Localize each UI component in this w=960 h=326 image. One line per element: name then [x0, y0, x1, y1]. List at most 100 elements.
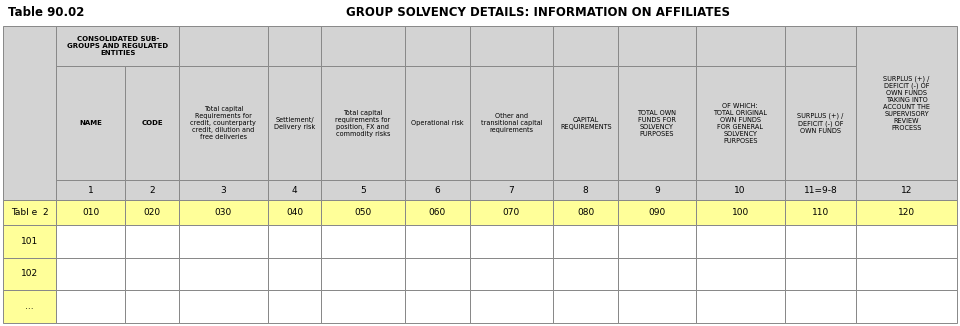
- Bar: [322, 290, 404, 323]
- Text: 070: 070: [503, 208, 520, 217]
- Text: 7: 7: [509, 185, 515, 195]
- Bar: [553, 200, 618, 225]
- Bar: [126, 225, 179, 258]
- Bar: [618, 26, 696, 66]
- Bar: [469, 66, 553, 180]
- Text: SURPLUS (+) /
DEFICIT (-) OF
OWN FUNDS
TAKING INTO
ACCOUNT THE
SUPERVISORY
REVIE: SURPLUS (+) / DEFICIT (-) OF OWN FUNDS T…: [883, 75, 930, 131]
- Bar: [268, 66, 322, 180]
- Bar: [784, 225, 856, 258]
- Bar: [126, 66, 179, 180]
- Bar: [126, 258, 179, 290]
- Bar: [469, 258, 553, 290]
- Bar: [404, 258, 469, 290]
- Bar: [57, 200, 126, 225]
- Bar: [268, 200, 322, 225]
- Bar: [404, 225, 469, 258]
- Bar: [618, 258, 696, 290]
- Text: CAPITAL
REQUIREMENTS: CAPITAL REQUIREMENTS: [560, 117, 612, 130]
- Bar: [268, 290, 322, 323]
- Text: 010: 010: [83, 208, 100, 217]
- Text: CONSOLIDATED SUB-
GROUPS AND REGULATED
ENTITIES: CONSOLIDATED SUB- GROUPS AND REGULATED E…: [67, 36, 168, 56]
- Bar: [696, 66, 784, 180]
- Bar: [784, 258, 856, 290]
- Bar: [553, 66, 618, 180]
- Bar: [784, 66, 856, 180]
- Text: Other and
transitional capital
requirements: Other and transitional capital requireme…: [481, 113, 542, 133]
- Text: 9: 9: [654, 185, 660, 195]
- Text: ...: ...: [25, 302, 34, 311]
- Bar: [57, 66, 126, 180]
- Text: 080: 080: [577, 208, 594, 217]
- Text: Table 90.02: Table 90.02: [8, 6, 84, 19]
- Bar: [553, 26, 618, 66]
- Text: 4: 4: [292, 185, 298, 195]
- Bar: [57, 258, 126, 290]
- Text: 110: 110: [812, 208, 829, 217]
- Text: 100: 100: [732, 208, 749, 217]
- Text: SURPLUS (+) /
DEFICIT (-) OF
OWN FUNDS: SURPLUS (+) / DEFICIT (-) OF OWN FUNDS: [797, 113, 844, 134]
- Bar: [268, 258, 322, 290]
- Bar: [784, 200, 856, 225]
- Bar: [126, 200, 179, 225]
- Bar: [268, 225, 322, 258]
- Bar: [469, 26, 553, 66]
- Text: Settlement/
Delivery risk: Settlement/ Delivery risk: [274, 117, 315, 130]
- Text: 120: 120: [898, 208, 915, 217]
- Bar: [696, 26, 784, 66]
- Bar: [696, 200, 784, 225]
- Bar: [179, 26, 268, 66]
- Bar: [469, 180, 553, 200]
- Bar: [696, 225, 784, 258]
- Bar: [179, 66, 268, 180]
- Bar: [179, 180, 268, 200]
- Bar: [404, 66, 469, 180]
- Text: 050: 050: [354, 208, 372, 217]
- Bar: [618, 290, 696, 323]
- Text: Total capital
Requirements for
credit, counterparty
credit, dilution and
free de: Total capital Requirements for credit, c…: [190, 106, 256, 140]
- Text: 060: 060: [428, 208, 445, 217]
- Bar: [618, 200, 696, 225]
- Text: 8: 8: [583, 185, 588, 195]
- Bar: [553, 258, 618, 290]
- Bar: [856, 180, 957, 200]
- Bar: [404, 200, 469, 225]
- Text: CODE: CODE: [141, 120, 163, 126]
- Bar: [126, 180, 179, 200]
- Text: 020: 020: [144, 208, 160, 217]
- Text: OF WHICH:
TOTAL ORIGINAL
OWN FUNDS
FOR GENERAL
SOLVENCY
PURPOSES: OF WHICH: TOTAL ORIGINAL OWN FUNDS FOR G…: [713, 103, 767, 144]
- Text: 10: 10: [734, 185, 746, 195]
- Bar: [179, 200, 268, 225]
- Text: 6: 6: [434, 185, 440, 195]
- Bar: [179, 290, 268, 323]
- Bar: [856, 200, 957, 225]
- Bar: [618, 66, 696, 180]
- Text: GROUP SOLVENCY DETAILS: INFORMATION ON AFFILIATES: GROUP SOLVENCY DETAILS: INFORMATION ON A…: [346, 6, 730, 19]
- Bar: [322, 26, 404, 66]
- Bar: [553, 225, 618, 258]
- Text: Tabl e  2: Tabl e 2: [11, 208, 49, 217]
- Bar: [553, 180, 618, 200]
- Bar: [3, 258, 57, 290]
- Bar: [696, 290, 784, 323]
- Bar: [469, 200, 553, 225]
- Bar: [469, 290, 553, 323]
- Bar: [3, 290, 57, 323]
- Bar: [404, 26, 469, 66]
- Bar: [784, 180, 856, 200]
- Bar: [856, 225, 957, 258]
- Bar: [57, 290, 126, 323]
- Bar: [322, 66, 404, 180]
- Text: 040: 040: [286, 208, 303, 217]
- Bar: [696, 258, 784, 290]
- Bar: [268, 26, 322, 66]
- Bar: [3, 225, 57, 258]
- Bar: [618, 180, 696, 200]
- Text: NAME: NAME: [80, 120, 103, 126]
- Bar: [322, 180, 404, 200]
- Text: 5: 5: [360, 185, 366, 195]
- Bar: [469, 225, 553, 258]
- Text: 3: 3: [221, 185, 227, 195]
- Text: 102: 102: [21, 270, 38, 278]
- Bar: [126, 290, 179, 323]
- Bar: [553, 290, 618, 323]
